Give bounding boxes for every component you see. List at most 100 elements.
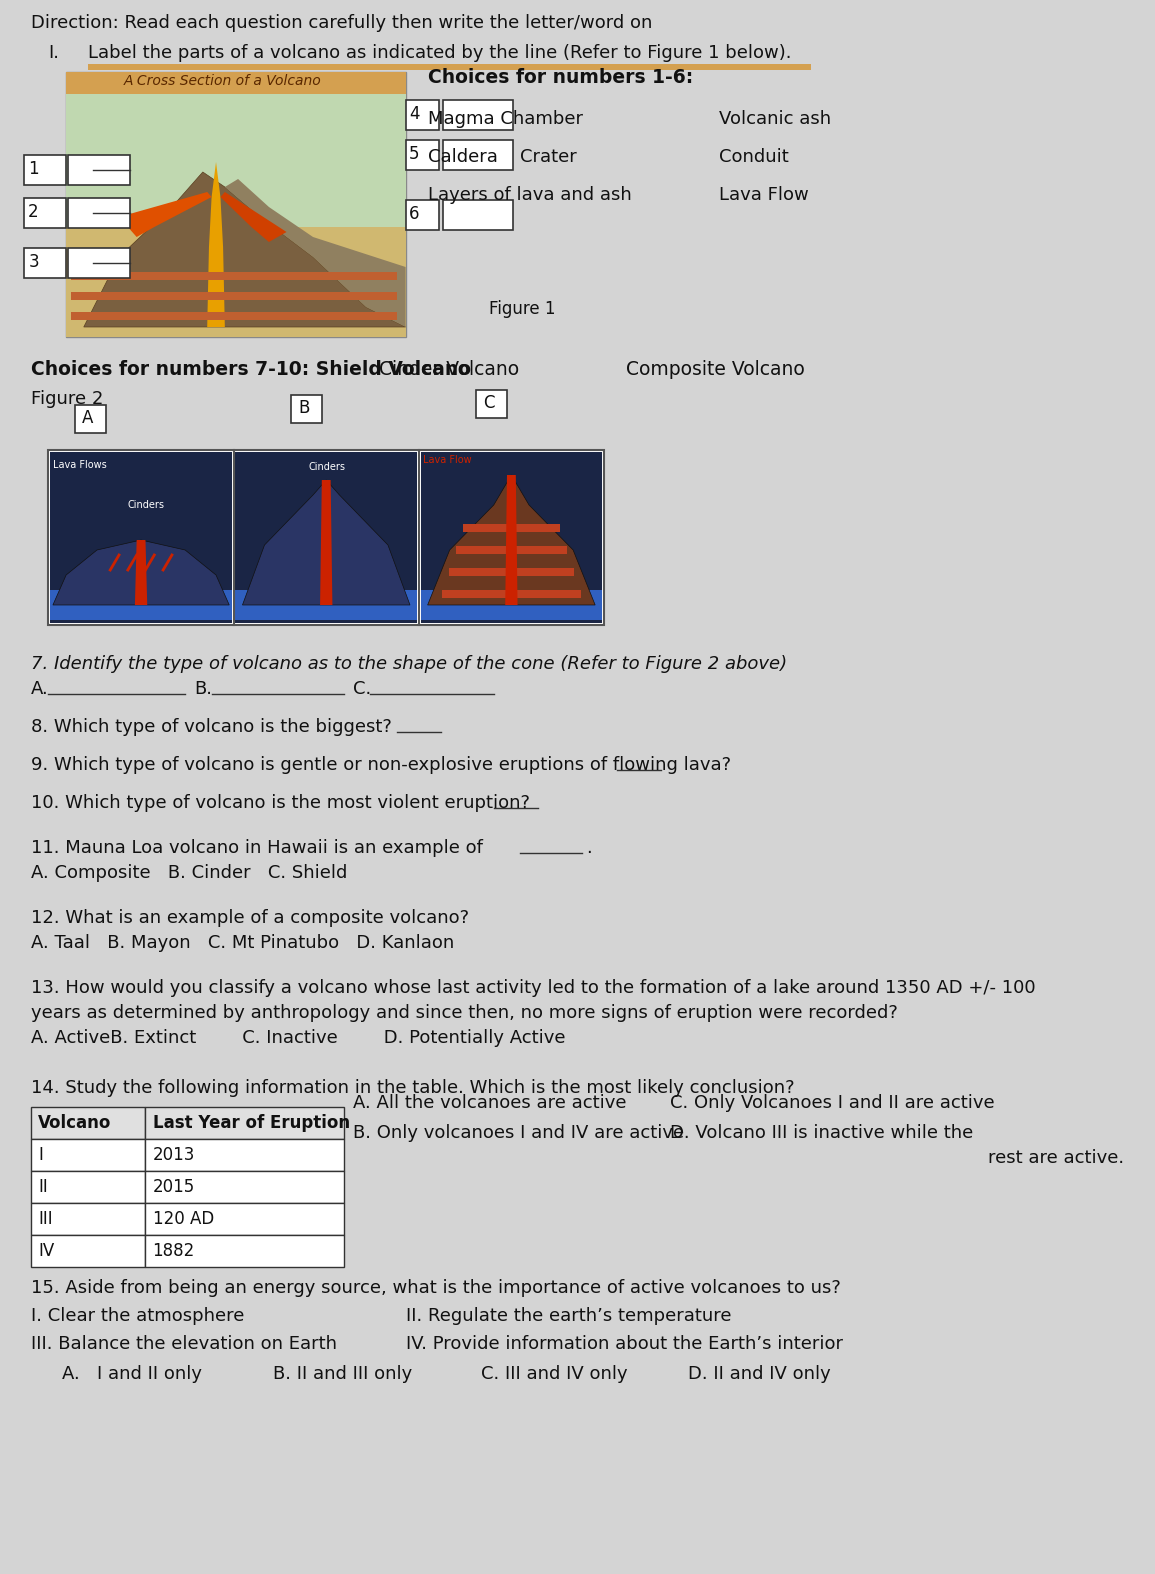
FancyBboxPatch shape bbox=[442, 200, 513, 230]
Text: 6: 6 bbox=[409, 205, 419, 224]
FancyBboxPatch shape bbox=[236, 590, 417, 620]
Text: Crater: Crater bbox=[520, 148, 578, 165]
Text: Lava Flows: Lava Flows bbox=[53, 460, 106, 471]
Text: 10. Which type of volcano is the most violent eruption?: 10. Which type of volcano is the most vi… bbox=[31, 793, 530, 812]
Text: 4: 4 bbox=[409, 105, 419, 123]
Text: 5: 5 bbox=[409, 145, 419, 164]
FancyBboxPatch shape bbox=[441, 590, 581, 598]
Text: Composite Volcano: Composite Volcano bbox=[626, 360, 805, 379]
Text: Cinder Volcano: Cinder Volcano bbox=[379, 360, 520, 379]
Polygon shape bbox=[225, 179, 405, 327]
Polygon shape bbox=[119, 192, 211, 238]
FancyBboxPatch shape bbox=[420, 590, 602, 620]
FancyBboxPatch shape bbox=[88, 65, 811, 69]
FancyBboxPatch shape bbox=[146, 1140, 344, 1171]
Text: IV. Provide information about the Earth’s interior: IV. Provide information about the Earth’… bbox=[405, 1335, 843, 1354]
Text: C.: C. bbox=[352, 680, 371, 697]
Text: 9. Which type of volcano is gentle or non-explosive eruptions of flowing lava?: 9. Which type of volcano is gentle or no… bbox=[31, 756, 731, 774]
Text: Lava Flow: Lava Flow bbox=[423, 455, 472, 464]
Text: years as determined by anthropology and since then, no more signs of eruption we: years as determined by anthropology and … bbox=[31, 1004, 897, 1022]
FancyBboxPatch shape bbox=[146, 1171, 344, 1203]
Text: A.   I and II only: A. I and II only bbox=[61, 1365, 202, 1384]
Text: A. Taal   B. Mayon   C. Mt Pinatubo   D. Kanlaon: A. Taal B. Mayon C. Mt Pinatubo D. Kanla… bbox=[31, 933, 454, 952]
FancyBboxPatch shape bbox=[68, 198, 129, 228]
Text: I. Clear the atmosphere: I. Clear the atmosphere bbox=[31, 1306, 244, 1325]
FancyBboxPatch shape bbox=[146, 1236, 344, 1267]
FancyBboxPatch shape bbox=[68, 154, 129, 186]
Text: 12. What is an example of a composite volcano?: 12. What is an example of a composite vo… bbox=[31, 910, 469, 927]
Polygon shape bbox=[135, 540, 147, 604]
Text: D. Volcano III is inactive while the: D. Volcano III is inactive while the bbox=[670, 1124, 974, 1143]
FancyBboxPatch shape bbox=[75, 405, 106, 433]
FancyBboxPatch shape bbox=[70, 312, 397, 320]
FancyBboxPatch shape bbox=[442, 140, 513, 170]
Text: Last Year of Eruption: Last Year of Eruption bbox=[152, 1114, 350, 1132]
Text: 1882: 1882 bbox=[152, 1242, 195, 1261]
Polygon shape bbox=[243, 480, 410, 604]
FancyBboxPatch shape bbox=[51, 590, 232, 620]
Text: B. II and III only: B. II and III only bbox=[274, 1365, 412, 1384]
Text: Magma Chamber: Magma Chamber bbox=[427, 110, 582, 127]
Text: Figure 1: Figure 1 bbox=[490, 301, 556, 318]
FancyBboxPatch shape bbox=[31, 1140, 146, 1171]
FancyBboxPatch shape bbox=[31, 1236, 146, 1267]
Text: II. Regulate the earth’s temperature: II. Regulate the earth’s temperature bbox=[405, 1306, 731, 1325]
Text: 1: 1 bbox=[28, 161, 39, 178]
Text: 2015: 2015 bbox=[152, 1177, 195, 1196]
FancyBboxPatch shape bbox=[442, 101, 513, 131]
Text: I: I bbox=[38, 1146, 43, 1165]
Text: Caldera: Caldera bbox=[427, 148, 498, 165]
FancyBboxPatch shape bbox=[405, 200, 439, 230]
FancyBboxPatch shape bbox=[49, 450, 604, 625]
FancyBboxPatch shape bbox=[68, 249, 129, 279]
Text: 2: 2 bbox=[28, 203, 39, 220]
Text: Layers of lava and ash: Layers of lava and ash bbox=[427, 186, 632, 205]
Text: Direction: Read each question carefully then write the letter/word on: Direction: Read each question carefully … bbox=[31, 14, 653, 31]
FancyBboxPatch shape bbox=[146, 1203, 344, 1236]
Text: C: C bbox=[483, 394, 494, 412]
Text: Choices for numbers 7-10: Shield Volcano: Choices for numbers 7-10: Shield Volcano bbox=[31, 360, 471, 379]
FancyBboxPatch shape bbox=[66, 227, 405, 337]
Text: A. All the volcanoes are active: A. All the volcanoes are active bbox=[352, 1094, 626, 1111]
Text: II: II bbox=[38, 1177, 47, 1196]
Text: B. Only volcanoes I and IV are active: B. Only volcanoes I and IV are active bbox=[352, 1124, 684, 1143]
FancyBboxPatch shape bbox=[31, 1107, 146, 1140]
FancyBboxPatch shape bbox=[31, 1203, 146, 1236]
FancyBboxPatch shape bbox=[448, 568, 574, 576]
Text: Lava Flow: Lava Flow bbox=[718, 186, 808, 205]
FancyBboxPatch shape bbox=[70, 272, 397, 280]
FancyBboxPatch shape bbox=[51, 452, 232, 623]
FancyBboxPatch shape bbox=[66, 72, 405, 337]
Text: 120 AD: 120 AD bbox=[152, 1210, 214, 1228]
FancyBboxPatch shape bbox=[420, 452, 602, 623]
Polygon shape bbox=[320, 480, 333, 604]
Text: A. Composite   B. Cinder   C. Shield: A. Composite B. Cinder C. Shield bbox=[31, 864, 348, 881]
FancyBboxPatch shape bbox=[70, 293, 397, 301]
Text: A.: A. bbox=[31, 680, 49, 697]
Text: Cinders: Cinders bbox=[128, 501, 165, 510]
FancyBboxPatch shape bbox=[236, 452, 417, 623]
Polygon shape bbox=[207, 162, 225, 327]
Text: Cinders: Cinders bbox=[308, 463, 345, 472]
FancyBboxPatch shape bbox=[405, 140, 439, 170]
Text: III: III bbox=[38, 1210, 52, 1228]
Text: D. II and IV only: D. II and IV only bbox=[687, 1365, 830, 1384]
Text: 15. Aside from being an energy source, what is the importance of active volcanoe: 15. Aside from being an energy source, w… bbox=[31, 1280, 841, 1297]
FancyBboxPatch shape bbox=[405, 101, 439, 131]
Text: .: . bbox=[587, 839, 593, 856]
FancyBboxPatch shape bbox=[66, 94, 405, 227]
FancyBboxPatch shape bbox=[146, 1107, 344, 1140]
FancyBboxPatch shape bbox=[24, 249, 66, 279]
Polygon shape bbox=[505, 475, 517, 604]
Polygon shape bbox=[427, 475, 595, 604]
FancyBboxPatch shape bbox=[462, 524, 560, 532]
Text: Conduit: Conduit bbox=[718, 148, 789, 165]
Text: B: B bbox=[298, 398, 310, 417]
FancyBboxPatch shape bbox=[24, 154, 66, 186]
Text: Volcanic ash: Volcanic ash bbox=[718, 110, 830, 127]
Text: A Cross Section of a Volcano: A Cross Section of a Volcano bbox=[124, 74, 321, 88]
Text: Volcano: Volcano bbox=[38, 1114, 111, 1132]
Text: 14. Study the following information in the table. Which is the most likely concl: 14. Study the following information in t… bbox=[31, 1080, 795, 1097]
Text: Figure 2: Figure 2 bbox=[31, 390, 103, 408]
Text: IV: IV bbox=[38, 1242, 54, 1261]
